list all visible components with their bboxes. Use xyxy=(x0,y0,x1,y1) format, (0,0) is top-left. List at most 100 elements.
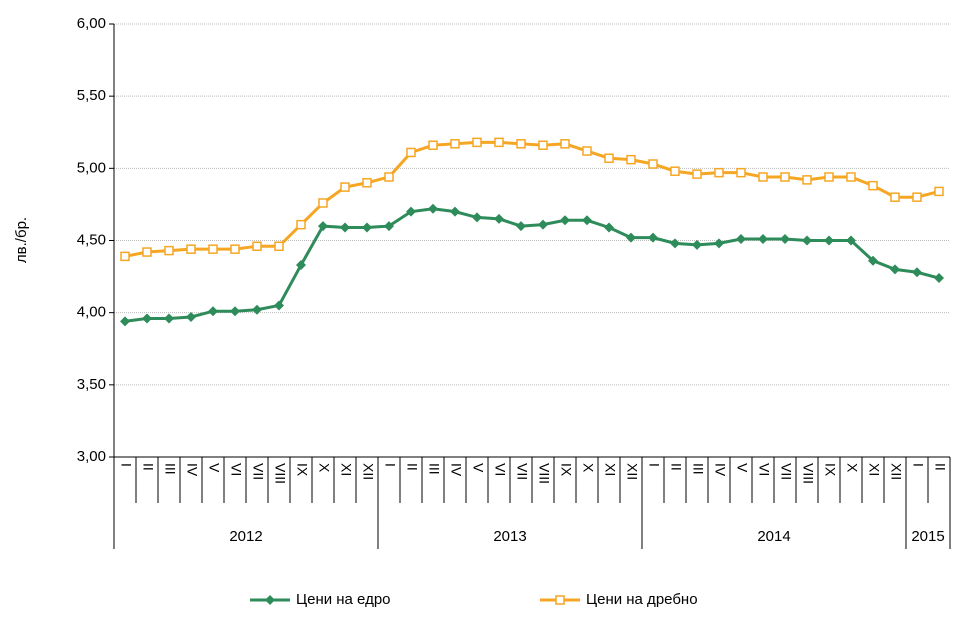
marker xyxy=(802,175,812,185)
marker xyxy=(736,167,746,178)
x-tick-label: II xyxy=(668,463,684,471)
group-label: 2014 xyxy=(757,528,790,545)
marker xyxy=(890,192,900,202)
x-tick-label: X xyxy=(580,463,596,473)
marker xyxy=(582,215,592,226)
x-tick-label: VI xyxy=(756,463,772,476)
marker xyxy=(516,139,526,149)
marker xyxy=(318,198,328,208)
marker xyxy=(252,241,262,252)
marker xyxy=(890,264,900,275)
marker xyxy=(846,235,856,246)
marker xyxy=(516,221,526,232)
legend-label: Цени на едро xyxy=(296,591,391,608)
x-tick-label: III xyxy=(426,463,442,475)
marker xyxy=(758,234,768,245)
marker xyxy=(824,172,834,182)
marker xyxy=(780,172,790,182)
x-tick-label: II xyxy=(404,463,420,471)
x-tick-label: VI xyxy=(492,463,508,476)
marker xyxy=(274,300,284,311)
y-tick-label: 4,00 xyxy=(77,304,106,321)
x-tick-label: VIII xyxy=(536,463,552,484)
x-tick-label: XII xyxy=(360,463,376,480)
marker xyxy=(362,178,372,188)
x-tick-label: II xyxy=(140,463,156,471)
y-tick-label: 6,00 xyxy=(77,15,106,32)
marker xyxy=(626,154,636,165)
marker xyxy=(428,140,438,150)
group-label: 2015 xyxy=(911,528,944,545)
x-tick-label: V xyxy=(206,463,222,473)
marker xyxy=(120,251,130,262)
x-tick-label: VIII xyxy=(272,463,288,484)
x-tick-label: V xyxy=(734,463,750,473)
marker xyxy=(450,206,460,217)
marker xyxy=(428,203,438,214)
marker xyxy=(912,192,922,202)
marker xyxy=(296,260,306,271)
marker xyxy=(692,169,702,179)
marker xyxy=(164,313,174,324)
marker xyxy=(736,234,746,245)
y-tick-label: 3,00 xyxy=(77,448,106,465)
marker xyxy=(494,213,504,224)
marker xyxy=(868,255,878,266)
x-tick-label: X xyxy=(316,463,332,473)
marker xyxy=(802,235,812,246)
marker xyxy=(186,311,196,322)
x-tick-label: VII xyxy=(250,463,266,480)
series-line xyxy=(124,207,940,323)
marker xyxy=(648,232,658,243)
marker xyxy=(164,245,174,256)
marker xyxy=(846,172,856,182)
marker xyxy=(934,186,944,197)
marker xyxy=(555,595,565,605)
y-axis-label: лв./бр. xyxy=(13,217,30,263)
marker xyxy=(626,232,636,243)
marker xyxy=(560,139,570,149)
marker xyxy=(670,166,680,176)
marker xyxy=(265,595,275,605)
x-tick-label: III xyxy=(162,463,178,475)
x-tick-label: XII xyxy=(624,463,640,480)
marker xyxy=(472,137,482,148)
x-tick-label: IV xyxy=(184,463,200,477)
x-tick-label: V xyxy=(470,463,486,473)
group-label: 2013 xyxy=(493,528,526,545)
marker xyxy=(296,219,306,230)
marker xyxy=(340,182,350,192)
legend-label: Цени на дребно xyxy=(586,591,698,608)
marker xyxy=(208,244,218,254)
marker xyxy=(472,212,482,223)
y-tick-label: 5,50 xyxy=(77,87,106,104)
x-tick-label: III xyxy=(690,463,706,475)
marker xyxy=(934,273,944,284)
marker xyxy=(912,267,922,278)
x-tick-label: VII xyxy=(514,463,530,480)
x-tick-label: IV xyxy=(712,463,728,477)
marker xyxy=(868,180,878,191)
marker xyxy=(780,234,790,245)
x-tick-label: XI xyxy=(602,463,618,476)
x-tick-label: X xyxy=(844,463,860,473)
marker xyxy=(604,153,614,163)
x-tick-label: I xyxy=(646,463,662,467)
marker xyxy=(406,206,416,217)
marker xyxy=(362,222,372,233)
marker xyxy=(692,239,702,250)
marker xyxy=(538,140,548,150)
marker xyxy=(208,306,218,317)
x-tick-label: VI xyxy=(228,463,244,476)
marker xyxy=(274,241,284,252)
x-tick-label: I xyxy=(118,463,134,467)
x-tick-label: IX xyxy=(558,463,574,477)
marker xyxy=(670,238,680,249)
marker xyxy=(824,235,834,246)
marker xyxy=(560,215,570,226)
marker xyxy=(186,244,196,254)
marker xyxy=(604,222,614,233)
marker xyxy=(538,219,548,230)
marker xyxy=(494,137,504,148)
